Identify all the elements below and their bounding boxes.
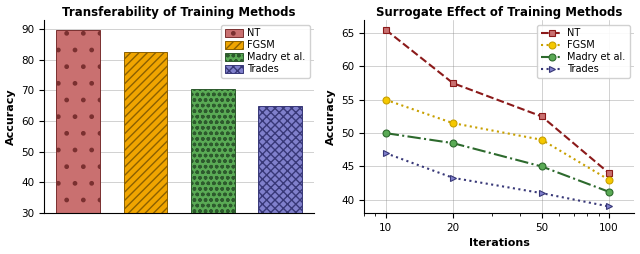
FGSM (382, 98, 390, 101)
Trades (382, 152, 390, 155)
NT (538, 115, 546, 118)
FGSM (605, 178, 613, 181)
Line: Trades: Trades (382, 150, 612, 210)
Bar (191, 89, 235, 213)
Madry et al. (382, 132, 390, 135)
Bar (56, 30, 100, 213)
Trades (538, 192, 546, 195)
Title: Transferability of Training Methods: Transferability of Training Methods (63, 6, 296, 19)
Madry et al. (449, 141, 457, 145)
Y-axis label: Accuracy: Accuracy (326, 88, 335, 145)
Line: FGSM: FGSM (382, 96, 612, 183)
Madry et al. (605, 190, 613, 193)
Trades (605, 205, 613, 208)
FGSM (449, 122, 457, 125)
Line: Madry et al.: Madry et al. (382, 130, 612, 195)
Madry et al. (538, 165, 546, 168)
FGSM (538, 138, 546, 141)
Trades (449, 176, 457, 179)
NT (605, 172, 613, 175)
NT (382, 28, 390, 31)
Legend: NT, FGSM, Madry et al., Trades: NT, FGSM, Madry et al., Trades (221, 25, 310, 78)
Legend: NT, FGSM, Madry et al., Trades: NT, FGSM, Madry et al., Trades (538, 25, 630, 78)
X-axis label: Iterations: Iterations (468, 239, 530, 248)
NT (449, 82, 457, 85)
Title: Surrogate Effect of Training Methods: Surrogate Effect of Training Methods (376, 6, 623, 19)
Y-axis label: Accuracy: Accuracy (6, 88, 15, 145)
Line: NT: NT (382, 26, 612, 177)
Bar (124, 52, 168, 213)
Bar (259, 106, 302, 213)
